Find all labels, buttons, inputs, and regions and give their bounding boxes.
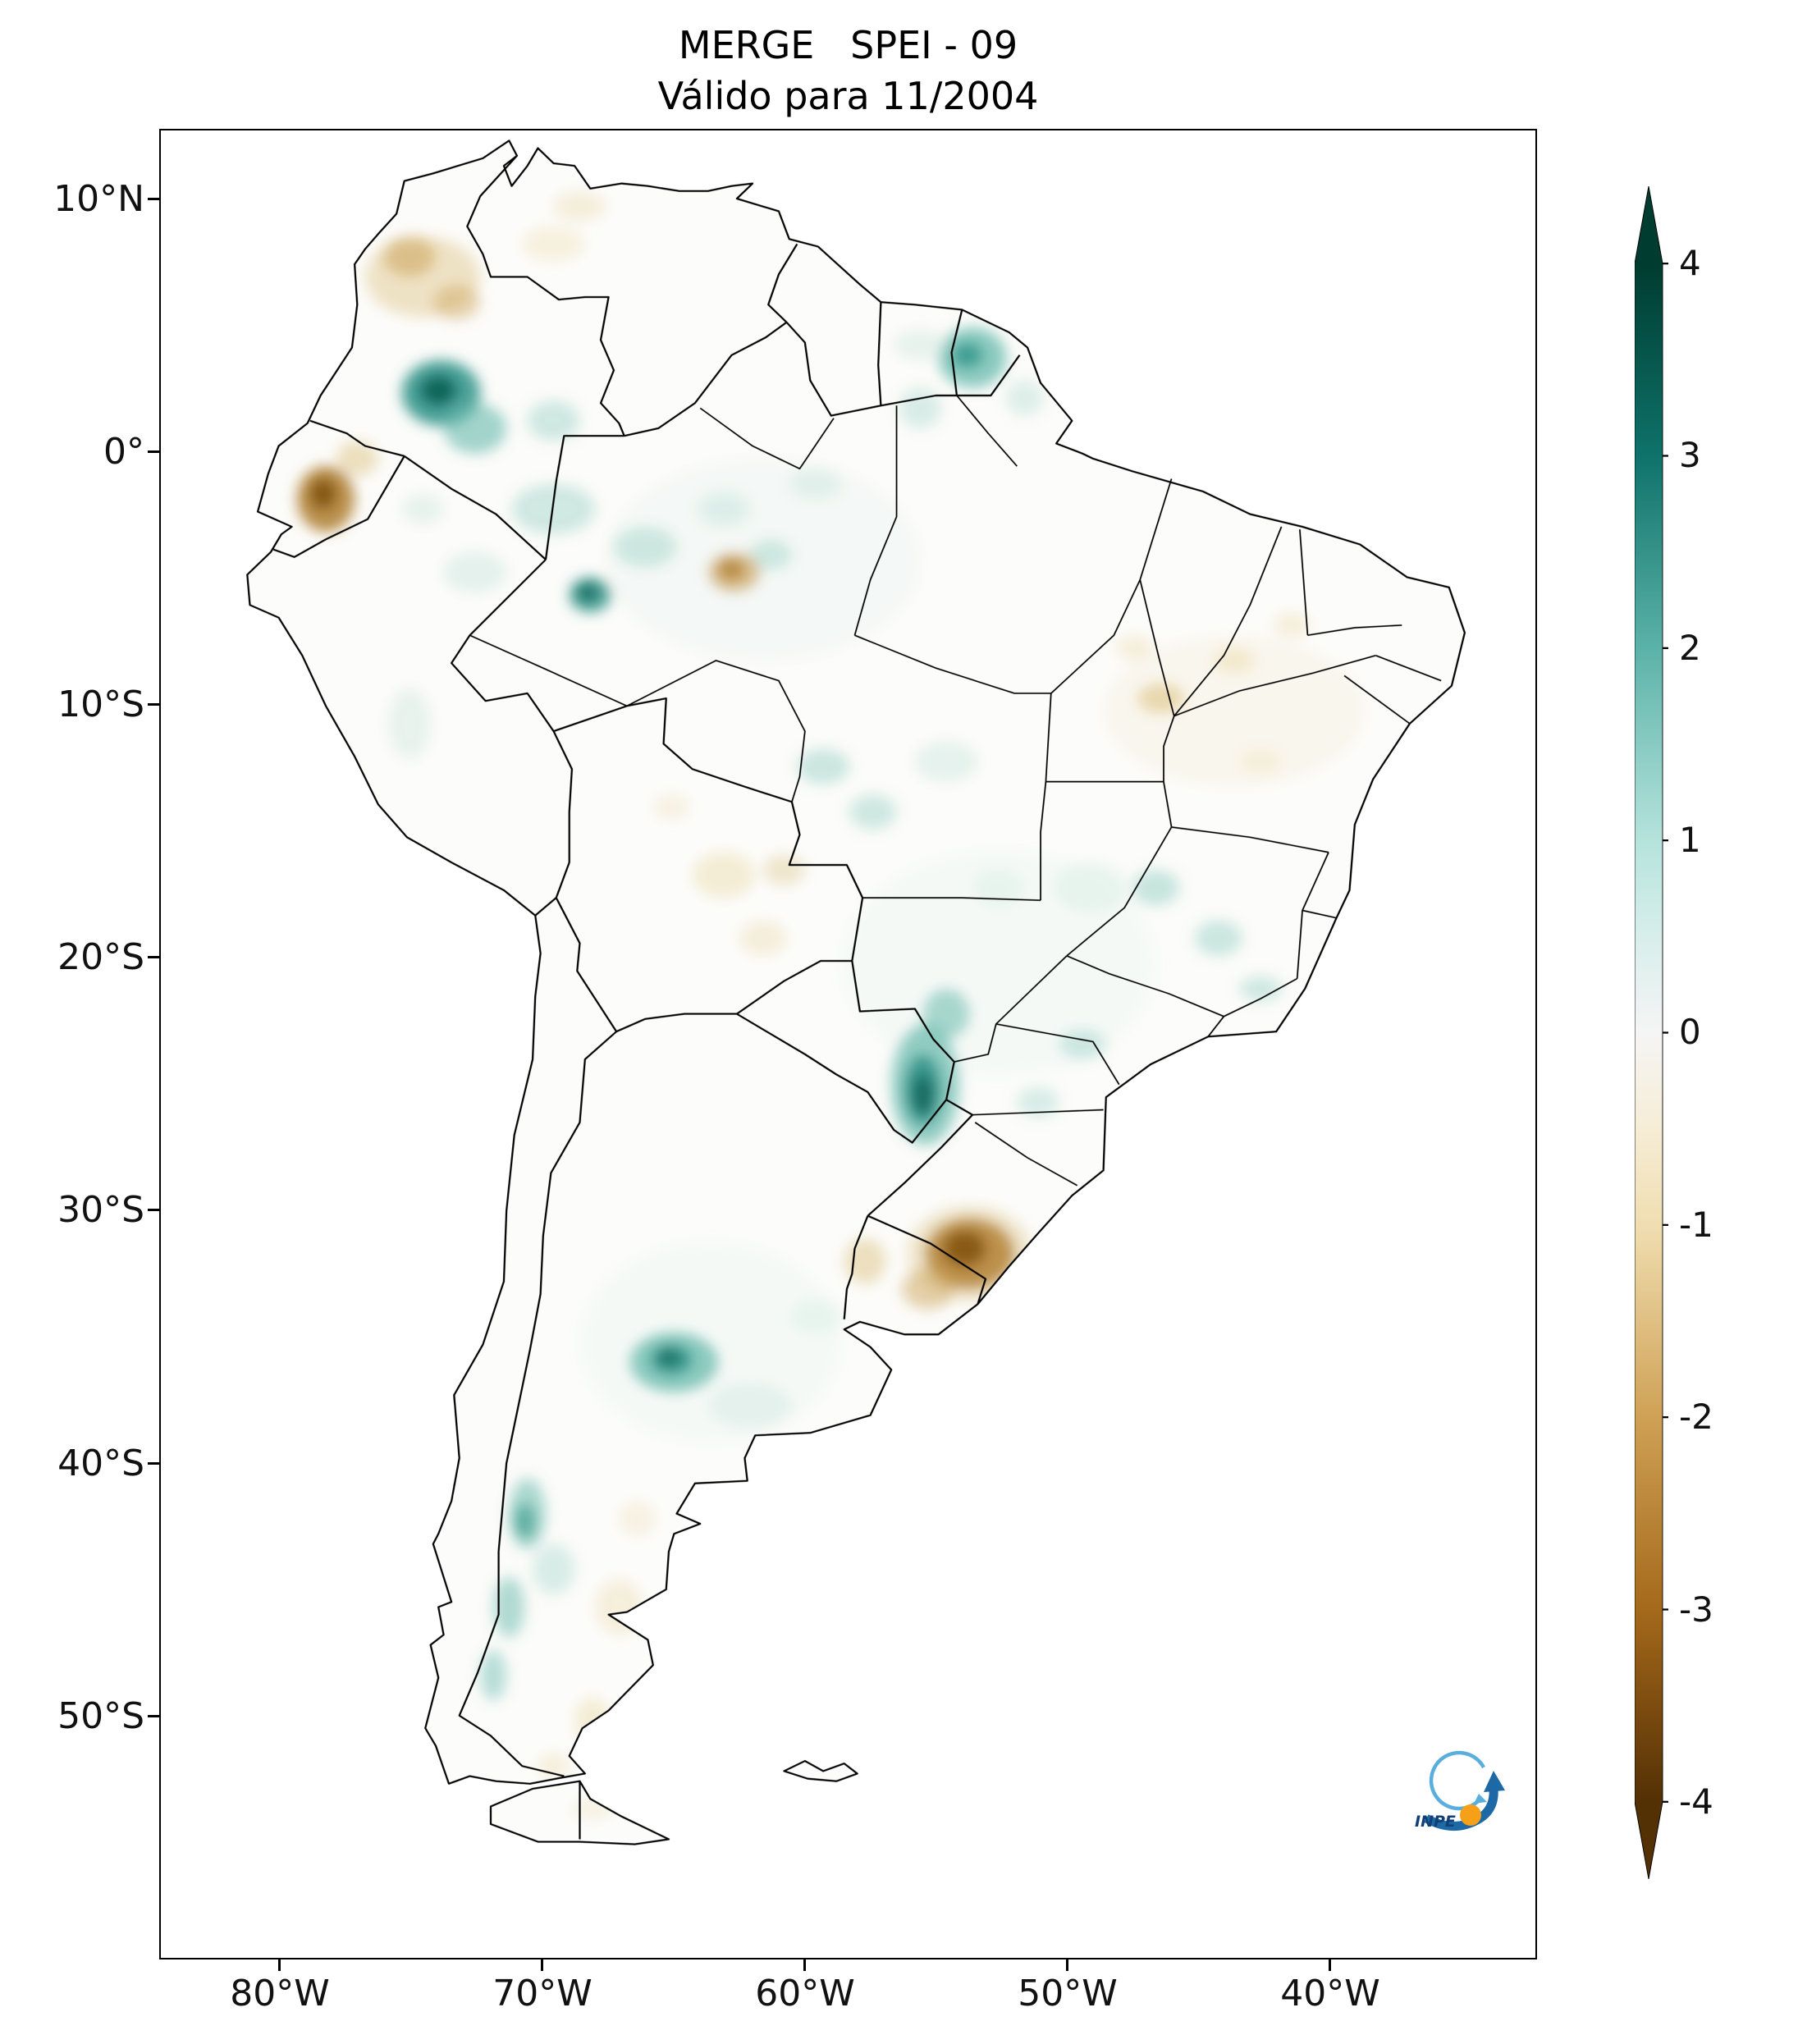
y-axis-tick-label: 10°S — [57, 684, 144, 725]
colorbar-tick-label: -3 — [1679, 1589, 1713, 1630]
colorbar-gradient — [1635, 186, 1668, 1879]
x-axis-tick-mark — [803, 1959, 806, 1971]
colorbar-tick-label: -2 — [1679, 1397, 1713, 1437]
figure-title: MERGE SPEI - 09 — [678, 23, 1018, 67]
colorbar-tick-marks — [1663, 263, 1668, 1803]
colorbar-tick-label: 0 — [1679, 1012, 1701, 1052]
figure-subtitle: Válido para 11/2004 — [657, 74, 1039, 118]
colorbar-tick-label: 4 — [1679, 243, 1701, 283]
y-axis-tick-mark — [148, 1462, 159, 1465]
y-axis-tick-mark — [148, 956, 159, 958]
inpe-globe-dot-icon — [1460, 1804, 1481, 1826]
colorbar-tick-label: -4 — [1679, 1781, 1713, 1822]
spei-raster-layer — [247, 140, 1465, 1845]
x-axis-tick-label: 60°W — [755, 1973, 855, 2014]
x-axis-tick-mark — [278, 1959, 281, 1971]
inpe-logo-icon: INPE — [1415, 1750, 1505, 1831]
inpe-logo-text: INPE — [1415, 1813, 1456, 1831]
state-borders — [469, 395, 1442, 1187]
colorbar-tick-label: -1 — [1679, 1205, 1713, 1245]
map-plot-area — [159, 129, 1537, 1959]
x-axis-tick-label: 50°W — [1018, 1973, 1118, 2014]
x-axis-tick-mark — [1066, 1959, 1068, 1971]
x-axis-tick-mark — [1329, 1959, 1331, 1971]
y-axis-tick-label: 50°S — [57, 1695, 144, 1737]
colorbar — [1635, 186, 1674, 1879]
y-axis-tick-label: 40°S — [57, 1443, 144, 1484]
x-axis-tick-mark — [541, 1959, 543, 1971]
colorbar-tick-label: 1 — [1679, 820, 1701, 860]
y-axis-tick-mark — [148, 1715, 159, 1717]
y-axis-tick-mark — [148, 450, 159, 453]
x-axis-tick-label: 40°W — [1280, 1973, 1380, 2014]
y-axis-tick-label: 10°N — [53, 178, 144, 220]
colorbar-tick-label: 3 — [1679, 435, 1701, 475]
x-axis-tick-label: 70°W — [492, 1973, 592, 2014]
coastline-path — [246, 139, 1466, 1845]
x-axis-tick-label: 80°W — [230, 1973, 330, 2014]
y-axis-tick-label: 20°S — [57, 936, 144, 978]
y-axis-tick-mark — [148, 198, 159, 200]
y-axis-tick-mark — [148, 703, 159, 706]
colorbar-tick-label: 2 — [1679, 628, 1701, 668]
south-america-map — [246, 139, 1466, 1845]
y-axis-tick-label: 30°S — [57, 1189, 144, 1231]
inpe-logo: INPE — [1405, 1744, 1528, 1841]
y-axis-tick-label: 0° — [103, 431, 144, 473]
inpe-orbit-icon — [1429, 1750, 1487, 1811]
y-axis-tick-mark — [148, 1209, 159, 1211]
title-block: MERGE SPEI - 09 Válido para 11/2004 — [159, 20, 1537, 121]
country-borders — [272, 155, 1021, 1840]
